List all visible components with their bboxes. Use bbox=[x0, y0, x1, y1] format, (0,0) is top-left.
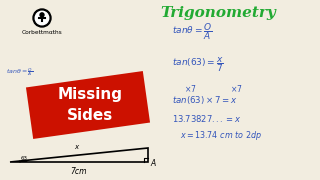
Text: $x = 13.74\ cm\ to\ 2dp$: $x = 13.74\ cm\ to\ 2dp$ bbox=[180, 129, 262, 141]
Circle shape bbox=[40, 13, 44, 17]
Text: $\times 7$: $\times 7$ bbox=[230, 82, 243, 93]
Text: 7cm: 7cm bbox=[71, 166, 87, 176]
Text: $tan\theta = \dfrac{O}{A}$: $tan\theta = \dfrac{O}{A}$ bbox=[172, 22, 212, 42]
Text: $tan\theta=\frac{O}{A}$: $tan\theta=\frac{O}{A}$ bbox=[6, 66, 33, 78]
Text: $tan(63)\times 7 = x$: $tan(63)\times 7 = x$ bbox=[172, 94, 238, 106]
Text: A: A bbox=[150, 159, 156, 168]
Text: $13.73827... = x$: $13.73827... = x$ bbox=[172, 112, 242, 123]
Text: Trigonometry: Trigonometry bbox=[160, 6, 276, 20]
Text: 63: 63 bbox=[20, 156, 28, 161]
Text: Sides: Sides bbox=[67, 107, 113, 123]
Text: x: x bbox=[74, 144, 78, 150]
Text: Missing: Missing bbox=[58, 87, 123, 102]
Text: $\times 7$: $\times 7$ bbox=[184, 82, 196, 93]
Text: Corbettmαths: Corbettmαths bbox=[22, 30, 62, 35]
Circle shape bbox=[33, 9, 51, 27]
Polygon shape bbox=[26, 71, 150, 139]
Circle shape bbox=[35, 11, 49, 25]
Text: $tan(63) = \dfrac{x}{7}$: $tan(63) = \dfrac{x}{7}$ bbox=[172, 56, 224, 74]
